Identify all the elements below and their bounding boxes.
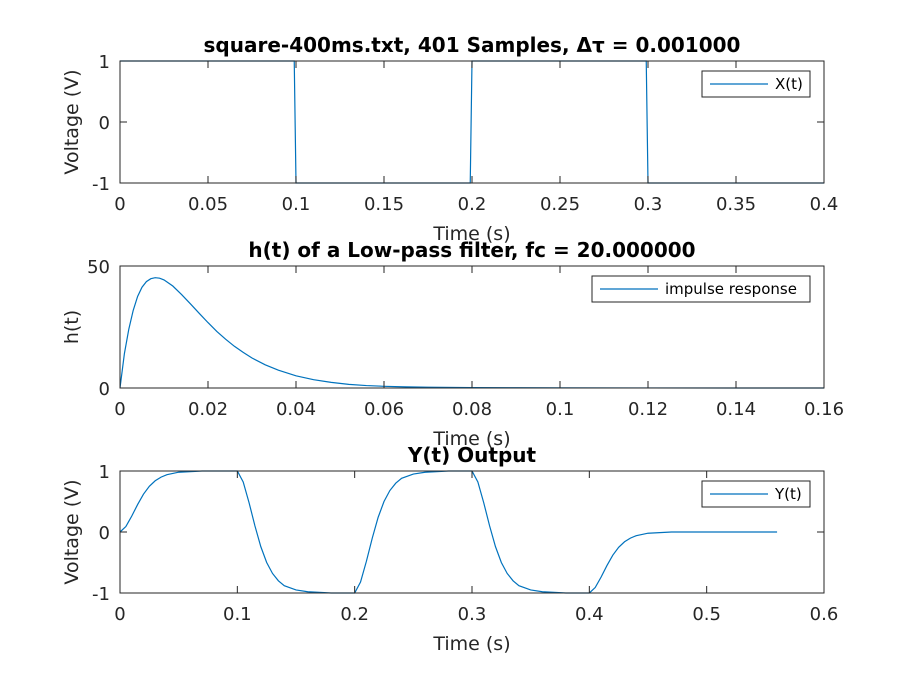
chart-2-ylabel: h(t): [61, 310, 83, 344]
chart-3-title: Y(t) Output: [407, 443, 537, 467]
chart-3-xtick-label: 0.4: [575, 604, 604, 625]
chart-1-xtick-label: 0.35: [716, 194, 756, 215]
chart-2-xtick-label: 0.02: [188, 399, 228, 420]
chart-3-xtick-label: 0.1: [223, 604, 252, 625]
chart-2-xtick-label: 0.04: [276, 399, 316, 420]
chart-2-xtick-label: 0.06: [364, 399, 404, 420]
chart-1-xtick-label: 0.3: [634, 194, 663, 215]
chart-3-ylabel: Voltage (V): [61, 479, 83, 584]
chart-2-legend-label: impulse response: [665, 280, 797, 298]
chart-1-xlabel: Time (s): [432, 223, 510, 245]
chart-3-ytick-label: 1: [99, 462, 110, 483]
chart-2-title: h(t) of a Low-pass filter, fc = 20.00000…: [248, 238, 695, 262]
chart-1: 0 0.05 0.1 0.15 0.2 0.25 0.3 0.35 0.4-101square-…: [61, 33, 838, 245]
chart-1-title: square-400ms.txt, 401 Samples, Δτ = 0.00…: [204, 33, 741, 57]
chart-3-ytick-label: -1: [92, 584, 110, 605]
chart-1-ytick-label: -1: [92, 174, 110, 195]
chart-1-xtick-label: 0.25: [540, 194, 580, 215]
chart-1-xtick-label: 0.1: [282, 194, 311, 215]
chart-1-ytick-label: 0: [99, 113, 110, 134]
chart-2-ytick-label: 0: [99, 379, 110, 400]
chart-2-xtick-label: 0.12: [628, 399, 668, 420]
chart-2-xtick-label: 0.16: [804, 399, 844, 420]
chart-3-xtick-label: 0.5: [692, 604, 721, 625]
chart-3-xtick-label: 0.3: [458, 604, 487, 625]
chart-2-xlabel: Time (s): [432, 428, 510, 450]
chart-2-xtick-label: 0.14: [716, 399, 756, 420]
chart-2: 0 0.02 0.04 0.06 0.08 0.1 0.12 0.14 0.16 0 50 h(t) …: [61, 238, 844, 450]
chart-2-ytick-label: 50: [87, 257, 110, 278]
chart-3-ytick-label: 0: [99, 523, 110, 544]
chart-3-legend: Y(t): [701, 480, 811, 508]
chart-1-series-line-1: [120, 60, 824, 184]
chart-2-legend: impulse response: [591, 275, 811, 303]
chart-3-xtick-label: 0.2: [340, 604, 369, 625]
chart-1-legend: X(t): [701, 70, 811, 98]
chart-3-xtick-label: 0: [114, 604, 125, 625]
chart-1-xtick-label: 0: [114, 194, 125, 215]
chart-1-xtick-label: 0.4: [810, 194, 839, 215]
chart-3-xlabel: Time (s): [432, 633, 510, 655]
chart-1-xtick-label: 0.15: [364, 194, 404, 215]
chart-1-ylabel: Voltage (V): [61, 69, 83, 174]
chart-1-xtick-label: 0.05: [188, 194, 228, 215]
chart-2-xtick-label: 0.1: [546, 399, 575, 420]
chart-2-xtick-label: 0.08: [452, 399, 492, 420]
chart-2-xtick-label: 0: [114, 399, 125, 420]
chart-3-legend-label: Y(t): [774, 485, 802, 503]
chart-2-series-line-1: [120, 277, 824, 389]
chart-1-ytick-label: 1: [99, 52, 110, 73]
chart-3-xtick-label: 0.6: [810, 604, 839, 625]
chart-1-legend-label: X(t): [775, 75, 803, 93]
chart-1-xtick-label: 0.2: [458, 194, 487, 215]
